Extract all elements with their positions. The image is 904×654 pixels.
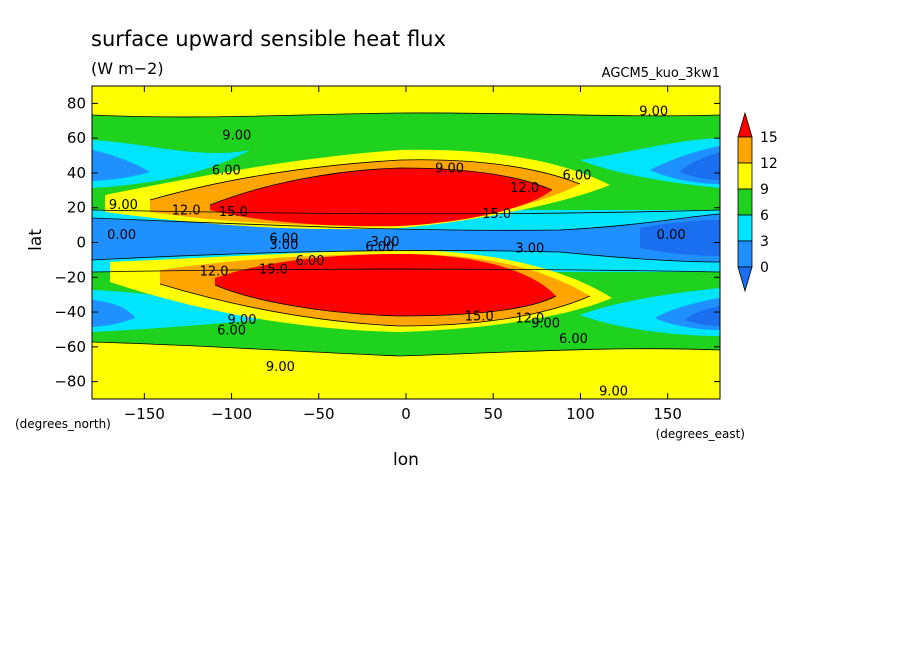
- contour-fill-0-3-nw: [92, 150, 150, 181]
- y-axis-label: lat: [26, 229, 46, 251]
- contour-label: 9.00: [222, 129, 251, 144]
- contour-label: 12.0: [515, 311, 544, 326]
- contour-label: 3.00: [515, 242, 544, 257]
- contour-fill-0-3-sw: [92, 300, 135, 327]
- x-tick-label: −50: [303, 405, 335, 423]
- contour-label: 6.00: [217, 323, 246, 338]
- contour-line-3-equator: [92, 213, 720, 231]
- contour-label: 0.00: [107, 228, 136, 243]
- colorbar-segment: [737, 240, 753, 268]
- colorbar-segment: [737, 162, 753, 190]
- colorbar-top-arrow: [737, 111, 753, 138]
- contour-label: 15.0: [465, 310, 494, 325]
- contour-line-6-equator: [92, 209, 720, 215]
- contour-line-3-equator-south: [92, 250, 720, 263]
- colorbar: 15 12 9 6 3 0: [737, 111, 778, 293]
- chart-title: surface upward sensible heat flux: [91, 27, 446, 51]
- contour-label: 15.0: [259, 263, 288, 278]
- contour-line-9-north: [92, 112, 720, 118]
- colorbar-label: 6: [760, 208, 769, 224]
- contour-label: 12.0: [510, 181, 539, 196]
- x-axis-label: lon: [393, 450, 419, 470]
- colorbar-label: 12: [760, 156, 778, 172]
- contour-label: 6.00: [296, 254, 325, 269]
- y-tick-label: 20: [67, 199, 86, 217]
- y-tick-label: 0: [76, 234, 86, 252]
- y-tick-label: 60: [67, 129, 86, 147]
- contour-label: 3.00: [269, 238, 298, 253]
- plot-area: [92, 86, 720, 399]
- y-tick-label: −20: [54, 268, 86, 286]
- x-tick-label: 150: [653, 405, 682, 423]
- y-axis: 80 60 40 20 0 −20 −40 −60 −80: [54, 94, 720, 391]
- contour-fill-below-0-ne: [680, 152, 720, 180]
- run-label: AGCM5_kuo_3kw1: [602, 66, 720, 81]
- contour-label: 0.00: [657, 228, 686, 243]
- contour-label: 6.00: [559, 332, 588, 347]
- contour-fill-above-15-north: [210, 168, 552, 227]
- contour-line-15-south: [214, 284, 557, 317]
- contour-fill-below-0-eq: [640, 220, 720, 256]
- contour-label: 9.00: [599, 384, 628, 399]
- colorbar-label: 9: [760, 182, 769, 198]
- colorbar-segment: [737, 136, 753, 164]
- contour-label: 3.00: [371, 235, 400, 250]
- contour-label: 15.0: [482, 207, 511, 222]
- contour-label: 12.0: [200, 264, 229, 279]
- y-tick-label: −80: [54, 373, 86, 391]
- colorbar-segment: [737, 214, 753, 242]
- y-units-label: (degrees_north): [15, 417, 111, 431]
- colorbar-bottom-arrow: [737, 266, 753, 293]
- y-tick-label: −60: [54, 338, 86, 356]
- contour-label: 6.00: [562, 169, 591, 184]
- contour-line-15-north: [209, 167, 553, 206]
- colorbar-label: 15: [760, 130, 778, 146]
- contour-label: 12.0: [172, 203, 201, 218]
- contour-label: 15.0: [219, 205, 248, 220]
- contour-label: 9.00: [228, 313, 257, 328]
- y-tick-label: 80: [67, 94, 86, 112]
- contour-label: 9.00: [109, 198, 138, 213]
- contour-line-9-south: [92, 341, 720, 357]
- x-tick-label: −150: [124, 405, 165, 423]
- contour-line-12-north: [149, 159, 581, 201]
- contour-label: 6.00: [212, 163, 241, 178]
- contour-label: 9.00: [435, 162, 464, 177]
- contour-label: 9.00: [266, 360, 295, 375]
- colorbar-segment: [737, 188, 753, 216]
- contour-line-12-south: [159, 283, 591, 327]
- contour-label: 6.00: [365, 240, 394, 255]
- y-tick-label: 40: [67, 164, 86, 182]
- x-tick-label: 0: [401, 405, 411, 423]
- x-axis: −150 −100 −50 0 50 100 150: [124, 86, 682, 423]
- contour-fill-below-0-se: [685, 306, 720, 326]
- contour-label: 6.00: [269, 231, 298, 246]
- x-units-label: (degrees_east): [656, 427, 745, 441]
- contour-fill-3-6-sw: [92, 290, 260, 332]
- x-tick-label: −100: [211, 405, 252, 423]
- colorbar-label: 3: [760, 234, 769, 250]
- x-tick-label: 100: [566, 405, 595, 423]
- x-tick-label: 50: [484, 405, 503, 423]
- contour-label: 9.00: [531, 316, 560, 331]
- contour-lines: [92, 112, 720, 357]
- y-tick-label: −40: [54, 303, 86, 321]
- contour-line-6-equator-south: [92, 268, 720, 273]
- colorbar-label: 0: [760, 260, 769, 276]
- contour-label: 9.00: [639, 104, 668, 119]
- chart-units: (W m−2): [91, 59, 164, 78]
